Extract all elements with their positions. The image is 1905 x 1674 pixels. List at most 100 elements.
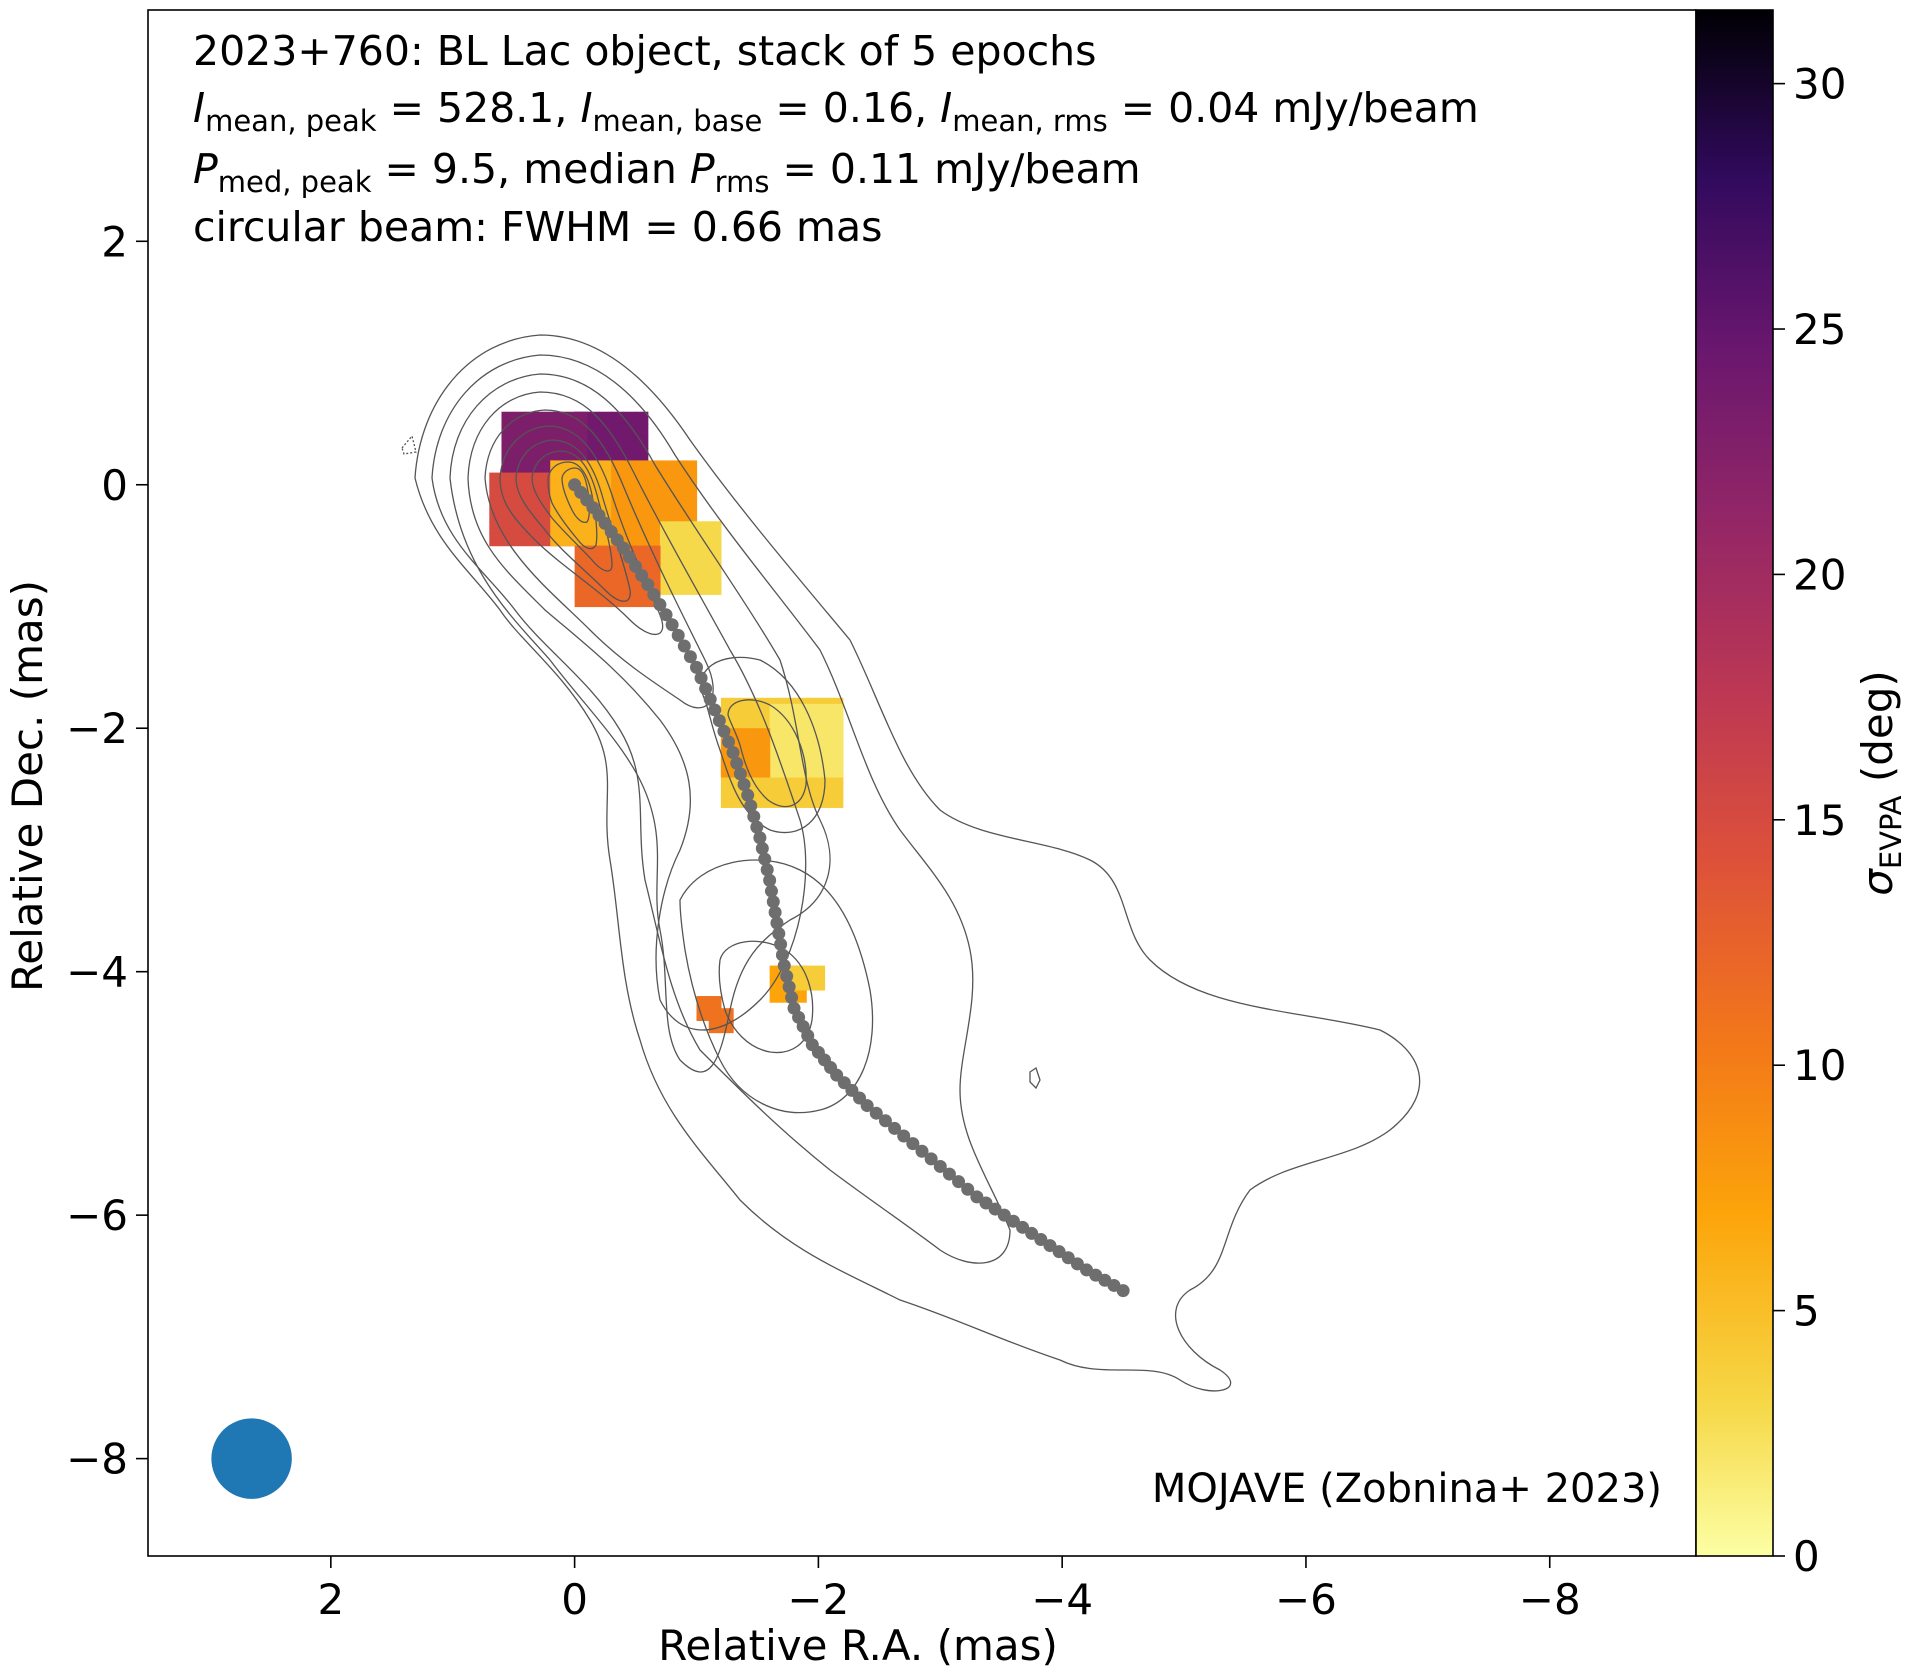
x-tick-label: −2 [787, 1575, 849, 1624]
ridge-point [616, 541, 630, 555]
polarization-pixel [812, 965, 826, 979]
ridge-point [641, 578, 655, 592]
ridge-point [683, 650, 697, 664]
polarization-pixel [830, 764, 844, 778]
y-axis: 2 0 −2 −4 −6 −8 [66, 217, 148, 1484]
polarization-pixel [562, 509, 576, 522]
polarization-pixel [684, 533, 698, 547]
polarization-pixel [513, 448, 527, 462]
polarization-pixel [745, 709, 759, 723]
polarization-pixel [830, 752, 844, 766]
polarization-pixel [720, 1020, 734, 1034]
polarization-pixel [501, 484, 515, 498]
y-tick-label: −4 [66, 948, 128, 997]
polarization-pixel [635, 484, 649, 498]
ridge-point [775, 948, 789, 962]
colorbar-label-sub: EVPA [1874, 795, 1905, 869]
polarization-pixel [745, 697, 759, 711]
polarization-pixel [598, 594, 612, 608]
header-segment: P [193, 145, 218, 193]
polarization-pixel [659, 545, 673, 559]
polarization-pixel [659, 521, 673, 535]
polarization-pixel [806, 740, 819, 754]
polarization-pixel [550, 484, 564, 498]
polarization-pixel [781, 703, 795, 717]
ridge-point [860, 1099, 874, 1113]
header-segment: I [193, 84, 205, 132]
polarization-pixel [598, 545, 612, 559]
y-axis-label: Relative Dec. (mas) [3, 580, 52, 992]
y-tick-label: −2 [66, 704, 128, 753]
ridge-point [952, 1175, 966, 1189]
polarization-pixel [708, 533, 722, 547]
polarization-pixel [635, 460, 649, 474]
polarization-pixel [586, 533, 600, 547]
ridge-point [733, 767, 747, 781]
ridge-point [772, 927, 786, 941]
ridge-point [671, 628, 685, 642]
ridge-point [747, 809, 761, 823]
header-segment: = 528.1, [377, 84, 581, 132]
polarization-pixel [684, 557, 698, 571]
ridge-point [1061, 1251, 1075, 1265]
polarization-pixel [489, 533, 503, 547]
polarization-pixel [830, 728, 844, 741]
ridge-point [1052, 1245, 1066, 1259]
polarization-pixel [733, 709, 746, 723]
polarization-pixel [696, 557, 710, 571]
polarization-pixel [708, 521, 722, 535]
header-line-4: circular beam: FWHM = 0.66 mas [193, 203, 882, 251]
header-segment: I [580, 84, 592, 132]
polarization-pixel [489, 521, 503, 535]
polarization-pixel [538, 521, 551, 535]
header-line-1: 2023+760: BL Lac object, stack of 5 epoc… [193, 27, 1097, 75]
colorbar: 0 5 10 15 20 25 30 σEVPA (deg) [1695, 9, 1905, 1581]
header-segment: P [690, 145, 715, 193]
polarization-pixel [818, 703, 832, 717]
polarization-pixel [818, 716, 832, 729]
polarization-pixel [806, 728, 819, 741]
polarization-pixel [757, 740, 771, 754]
colorbar-label: σEVPA (deg) [1853, 670, 1905, 896]
colorbar-tick-label: 25 [1793, 305, 1846, 354]
header-segment: = 0.04 mJy/beam [1108, 84, 1479, 132]
ridge-point [766, 895, 780, 909]
polarization-pixel [720, 783, 734, 796]
polarization-pixel [672, 569, 685, 583]
polarization-pixel [574, 411, 588, 425]
ridge-point [774, 937, 788, 951]
polarization-pixel [635, 509, 649, 522]
polarization-pixel [538, 448, 551, 462]
polarization-pixel [635, 594, 649, 608]
polarization-pixel [489, 472, 503, 486]
polarization-pixel [806, 752, 819, 766]
polarization-pixel [623, 423, 637, 437]
polarization-pixel [757, 764, 771, 778]
header-segment: mean, peak [205, 104, 377, 138]
polarization-pixel [696, 569, 710, 583]
polarization-pixel [696, 582, 710, 595]
ridge-point [915, 1144, 929, 1158]
polarization-pixel [501, 472, 515, 486]
colorbar-tick-label: 0 [1793, 1532, 1820, 1581]
polarization-pixel [501, 436, 515, 449]
polarization-pixel [611, 460, 624, 474]
polarization-pixel [550, 436, 564, 449]
ridge-point [750, 820, 764, 834]
polarization-pixel [574, 594, 588, 608]
intensity-contours [401, 334, 1421, 1392]
polarization-pixel [769, 752, 783, 766]
polarization-pixel [562, 460, 576, 474]
header-line-2: Imean, peak = 528.1, Imean, base = 0.16,… [193, 84, 1479, 138]
contour-knot-inner [727, 699, 807, 808]
ridge-point [888, 1121, 902, 1135]
ridge-point [777, 959, 791, 973]
polarization-pixel [672, 582, 685, 595]
ridge-point [764, 884, 778, 898]
polarization-pixel [672, 496, 685, 510]
contour-lower-outer [679, 859, 874, 1114]
polarization-pixel [611, 472, 624, 486]
ridge-point [997, 1208, 1011, 1222]
ridge-point [763, 873, 777, 887]
